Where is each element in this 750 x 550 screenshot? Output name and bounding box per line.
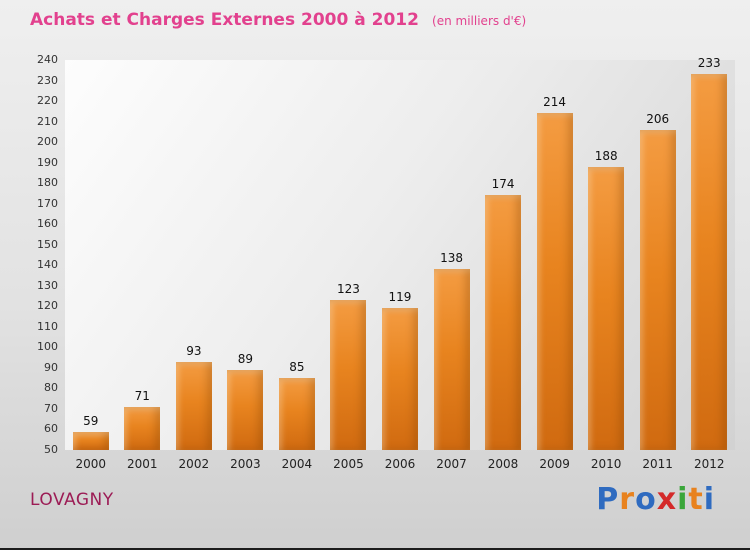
y-tick-label: 180 bbox=[37, 176, 58, 190]
x-axis-label: 2001 bbox=[127, 457, 158, 471]
bar-2003 bbox=[227, 369, 264, 450]
x-axis-label: 2006 bbox=[384, 457, 416, 471]
bar-value-label: 71 bbox=[134, 388, 150, 403]
x-axis-label: 2009 bbox=[539, 457, 570, 471]
bar-2007 bbox=[433, 269, 470, 450]
bar-2011 bbox=[639, 129, 676, 450]
y-tick-label: 50 bbox=[44, 443, 58, 456]
bar-2004 bbox=[278, 378, 315, 450]
y-tick-label: 120 bbox=[37, 299, 58, 313]
y-tick-label: 100 bbox=[37, 340, 58, 354]
chart-title: Achats et Charges Externes 2000 à 2012 bbox=[30, 10, 419, 30]
y-tick-label: 160 bbox=[37, 217, 58, 231]
y-tick-label: 90 bbox=[44, 360, 58, 374]
bar-value-label: 138 bbox=[440, 251, 463, 266]
bar-value-label: 93 bbox=[186, 343, 202, 358]
y-tick-label: 190 bbox=[37, 155, 58, 169]
bar-value-label: 174 bbox=[491, 177, 515, 192]
bar-2005 bbox=[330, 300, 367, 450]
bar-value-label: 123 bbox=[337, 282, 360, 297]
y-tick-label: 220 bbox=[37, 94, 58, 108]
location-label: LOVAGNY bbox=[30, 490, 114, 510]
bar-value-label: 89 bbox=[237, 351, 254, 366]
x-axis-label: 2000 bbox=[75, 457, 107, 471]
bar-value-label: 233 bbox=[697, 56, 721, 71]
proxiti-logo: Proxiti bbox=[596, 482, 715, 517]
proxiti-logo-letter: t bbox=[688, 482, 704, 517]
bar-value-label: 214 bbox=[543, 95, 567, 110]
y-tick-label: 210 bbox=[37, 114, 58, 128]
proxiti-logo-letter: x bbox=[656, 482, 678, 517]
y-tick-label: 70 bbox=[44, 401, 58, 415]
bar-2009 bbox=[536, 113, 573, 450]
y-tick-label: 150 bbox=[37, 237, 58, 251]
y-tick-label: 240 bbox=[37, 53, 58, 66]
bar-2000 bbox=[72, 431, 109, 450]
y-tick-label: 200 bbox=[37, 135, 58, 149]
proxiti-logo-letter: i bbox=[703, 482, 715, 517]
bar-2006 bbox=[382, 308, 418, 450]
proxiti-logo-letter: r bbox=[619, 482, 636, 517]
x-axis-label: 2003 bbox=[230, 457, 261, 471]
proxiti-logo-letter: P bbox=[596, 482, 620, 517]
bar-value-label: 188 bbox=[594, 148, 618, 163]
y-tick-label: 140 bbox=[37, 258, 58, 272]
bar-value-label: 85 bbox=[289, 360, 305, 375]
x-axis-label: 2007 bbox=[436, 457, 467, 471]
bar-value-label: 59 bbox=[83, 413, 99, 428]
y-tick-label: 60 bbox=[44, 422, 58, 436]
y-tick-label: 80 bbox=[44, 381, 58, 395]
proxiti-logo-letter: o bbox=[635, 482, 657, 517]
x-axis-label: 2011 bbox=[642, 457, 673, 471]
bar-value-label: 206 bbox=[646, 111, 670, 126]
bar-2002 bbox=[175, 361, 212, 450]
chart-header: Achats et Charges Externes 2000 à 2012 (… bbox=[30, 10, 526, 30]
x-axis-label: 2002 bbox=[178, 457, 210, 471]
x-axis-label: 2012 bbox=[693, 457, 725, 471]
proxiti-logo-letter: i bbox=[677, 482, 689, 517]
x-axis-label: 2004 bbox=[281, 457, 313, 471]
x-axis-label: 2008 bbox=[487, 457, 519, 471]
y-tick-label: 110 bbox=[37, 319, 58, 333]
y-tick-label: 130 bbox=[37, 278, 58, 292]
y-tick-label: 230 bbox=[37, 73, 58, 87]
bar-2010 bbox=[588, 166, 625, 450]
bar-2001 bbox=[124, 406, 161, 450]
bar-2008 bbox=[485, 195, 522, 450]
bar-2012 bbox=[691, 74, 728, 450]
bar-value-label: 119 bbox=[388, 290, 412, 305]
y-tick-label: 170 bbox=[37, 196, 58, 210]
x-axis-label: 2005 bbox=[333, 457, 364, 471]
chart-subtitle: (en milliers d'€) bbox=[432, 14, 527, 28]
x-axis-label: 2010 bbox=[590, 457, 622, 471]
